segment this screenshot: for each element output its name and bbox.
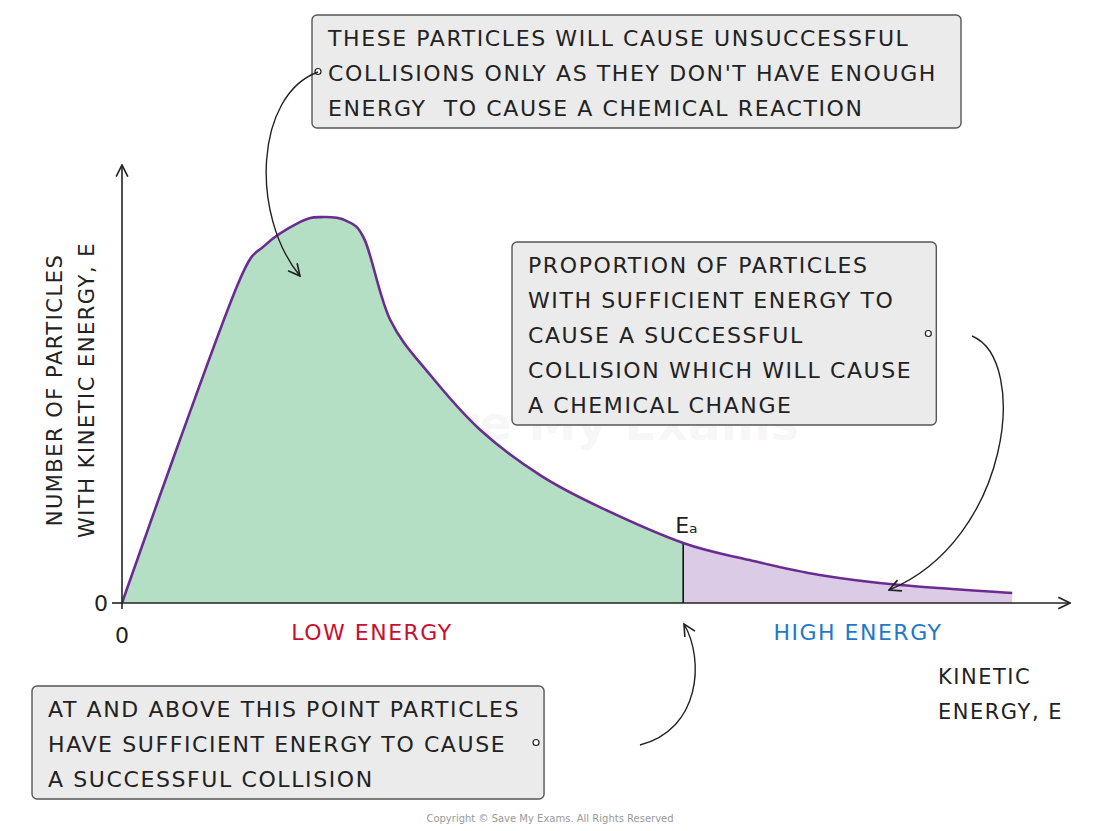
threshold-label: Eₐ <box>675 513 698 538</box>
chart: Save My Exams00EₐNUMBER OF PARTICLESWITH… <box>0 0 1100 831</box>
high-energy-region <box>683 217 1012 603</box>
area-high <box>683 217 1012 603</box>
x-axis-label-line: ENERGY, E <box>938 700 1063 724</box>
annotation-line: WITH SUFFICIENT ENERGY TO <box>528 288 894 313</box>
threshold-line <box>682 543 684 603</box>
annotation-line: A CHEMICAL CHANGE <box>528 393 793 418</box>
annotation: AT AND ABOVE THIS POINT PARTICLES HAVE SU… <box>32 686 544 799</box>
y-tick-label: 0 <box>94 591 108 616</box>
x-axis <box>122 602 1070 604</box>
annotation-dot <box>315 69 321 75</box>
annotation-box <box>32 686 544 799</box>
y-axis-label-line: NUMBER OF PARTICLES <box>43 254 67 527</box>
curve <box>122 217 1012 603</box>
annotation-dot <box>533 740 539 746</box>
annotation: PROPORTION OF PARTICLES WITH SUFFICIENT E… <box>512 242 936 425</box>
annotation: THESE PARTICLES WILL CAUSE UNSUCCESSFUL C… <box>312 15 961 128</box>
y-axis <box>121 165 123 603</box>
copyright: Copyright © Save My Exams. All Rights Re… <box>426 813 673 824</box>
x-axis-label-line: KINETIC <box>938 665 1031 689</box>
annotation-line: COLLISIONS ONLY AS THEY DON'T HAVE ENOUG… <box>328 61 937 86</box>
x-tick <box>121 603 123 609</box>
x-tick-label: 0 <box>115 623 129 648</box>
y-axis-label-line: WITH KINETIC ENERGY, E <box>75 242 99 538</box>
annotation-line: HAVE SUFFICIENT ENERGY TO CAUSE <box>48 732 506 757</box>
annotation-arrow <box>266 72 318 276</box>
region-label: HIGH ENERGY <box>773 620 942 645</box>
annotation-line: PROPORTION OF PARTICLES <box>528 253 869 278</box>
plot-area <box>122 217 1012 603</box>
annotation-box <box>512 242 936 425</box>
y-axis-label: NUMBER OF PARTICLES WITH KINETIC ENERGY, … <box>43 242 99 538</box>
y-tick <box>112 602 122 604</box>
annotation-line: THESE PARTICLES WILL CAUSE UNSUCCESSFUL <box>327 26 909 51</box>
annotation-line: AT AND ABOVE THIS POINT PARTICLES <box>48 697 520 722</box>
low-energy-region <box>122 217 683 603</box>
annotation-arrow <box>889 336 1003 590</box>
annotation-dot <box>925 331 931 337</box>
annotation-line: A SUCCESSFUL COLLISION <box>48 767 374 792</box>
region-label: LOW ENERGY <box>291 620 452 645</box>
area-low <box>122 217 683 603</box>
annotation-line: ENERGY TO CAUSE A CHEMICAL REACTION <box>328 96 864 121</box>
annotation-arrow <box>640 624 695 745</box>
annotation-line: COLLISION WHICH WILL CAUSE <box>528 358 912 383</box>
annotation-box <box>312 15 961 128</box>
annotation-line: CAUSE A SUCCESSFUL <box>528 323 804 348</box>
